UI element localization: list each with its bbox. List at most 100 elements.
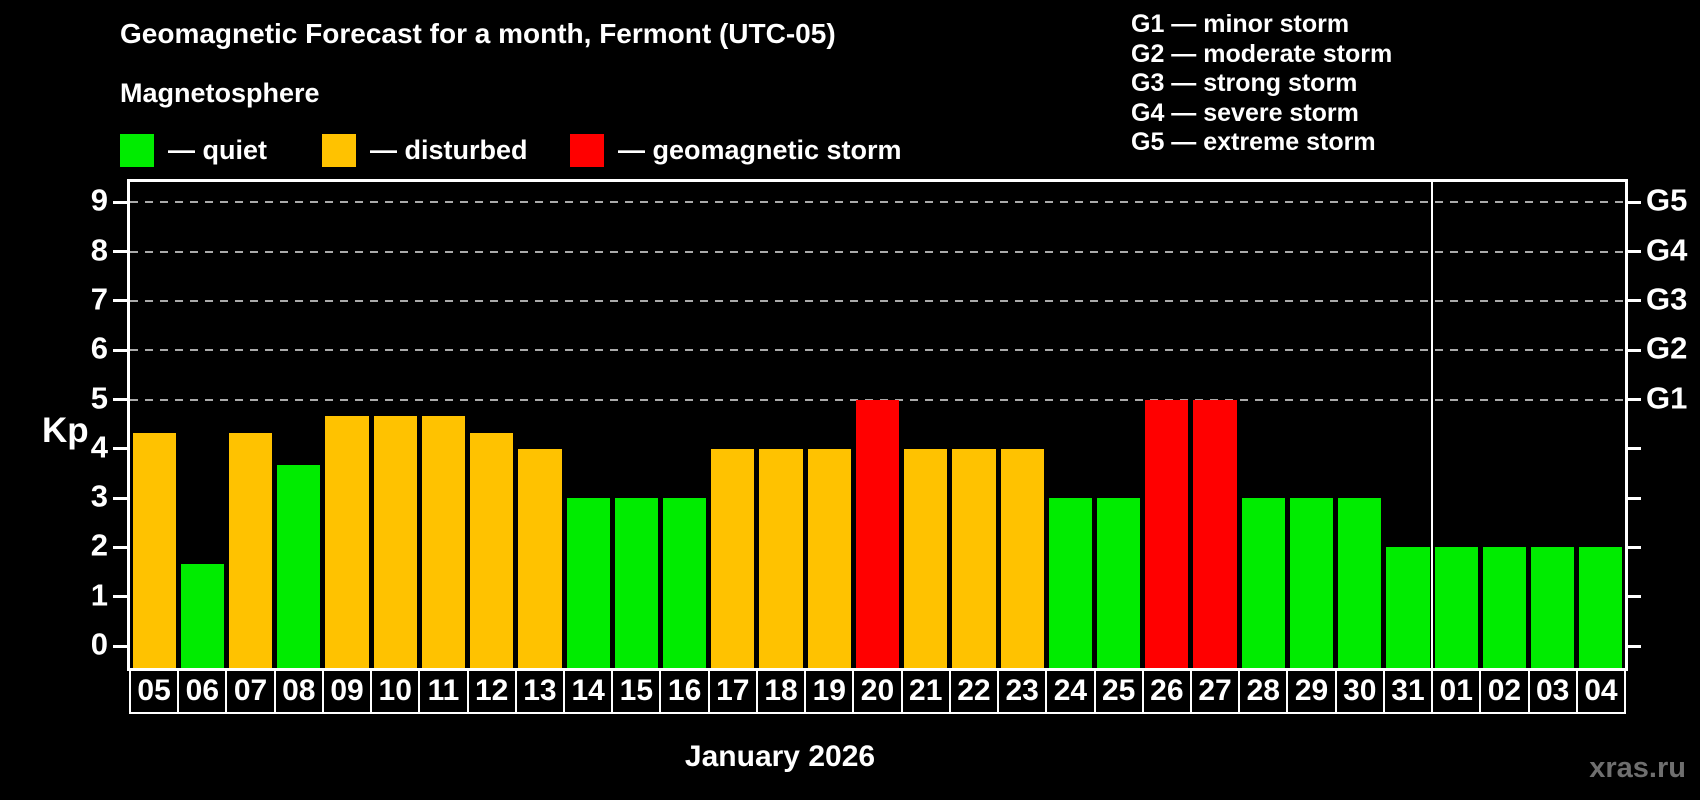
legend-label-disturbed: — disturbed	[370, 134, 528, 165]
y-axis-tick-right-1	[1625, 595, 1641, 599]
g-legend-line-2: G2 — moderate storm	[1131, 39, 1393, 68]
day-label-03: 03	[1527, 668, 1578, 714]
bar-day-27	[1193, 399, 1237, 668]
day-label-01: 01	[1431, 668, 1482, 714]
month-separator-line	[1431, 182, 1434, 668]
day-label-29: 29	[1286, 668, 1337, 714]
day-label-31: 31	[1382, 668, 1434, 714]
y-axis-tick-right-8	[1625, 250, 1641, 254]
y-tick-label-9: 9	[90, 182, 108, 218]
y-axis-tick-left-5	[113, 398, 129, 401]
y-axis-tick-right-0	[1625, 644, 1641, 648]
y-axis-title: Kp	[42, 411, 89, 450]
bar-day-31	[1386, 547, 1430, 668]
legend-item-disturbed: — disturbed	[322, 132, 528, 168]
bar-day-13	[518, 448, 562, 668]
day-label-04: 04	[1575, 668, 1626, 714]
y-axis-tick-left-8	[113, 250, 129, 254]
y-tick-label-3: 3	[90, 478, 108, 514]
bar-day-25	[1097, 498, 1141, 668]
day-label-14: 14	[563, 668, 614, 714]
y-tick-label-7: 7	[90, 281, 108, 317]
y-axis-tick-right-4	[1625, 447, 1641, 451]
g-level-label-g3: G3	[1646, 281, 1688, 317]
bar-day-23	[1000, 448, 1044, 668]
page-title: Geomagnetic Forecast for a month, Fermon…	[120, 18, 836, 49]
day-label-10: 10	[370, 668, 421, 714]
bar-day-02	[1482, 547, 1527, 668]
legend-item-storm: — geomagnetic storm	[570, 132, 902, 168]
y-axis-tick-left-7	[113, 299, 129, 303]
bar-day-08	[277, 465, 321, 668]
bar-day-03	[1531, 547, 1575, 668]
y-tick-label-2: 2	[90, 527, 108, 563]
g-scale-legend: G1 — minor storm G2 — moderate storm G3 — …	[1131, 10, 1392, 158]
y-tick-label-4: 4	[90, 429, 108, 465]
legend-label-storm: — geomagnetic storm	[618, 134, 902, 165]
day-label-17: 17	[707, 668, 758, 714]
bar-day-09	[325, 415, 369, 668]
bar-day-19	[807, 448, 851, 668]
day-label-18: 18	[755, 668, 807, 714]
day-label-09: 09	[321, 668, 373, 714]
day-label-08: 08	[273, 668, 324, 714]
gridline-kp9	[130, 201, 1625, 204]
legend-label-quiet: — quiet	[168, 134, 267, 165]
gridline-kp8	[130, 250, 1625, 253]
y-axis-tick-left-6	[113, 348, 129, 352]
day-label-22: 22	[948, 668, 1000, 714]
day-label-15: 15	[611, 668, 662, 714]
bar-day-26	[1145, 399, 1189, 668]
day-label-20: 20	[852, 668, 903, 714]
legend-swatch-storm-icon	[570, 133, 604, 167]
g-legend-line-3: G3 — strong storm	[1131, 69, 1358, 97]
gridline-kp7	[130, 299, 1625, 302]
y-tick-label-5: 5	[90, 380, 108, 416]
g-level-label-g2: G2	[1646, 330, 1688, 366]
y-axis-tick-left-9	[113, 200, 129, 204]
y-axis-tick-left-1	[113, 595, 129, 599]
day-label-19: 19	[804, 668, 855, 714]
day-label-02: 02	[1479, 668, 1530, 714]
y-tick-label-6: 6	[90, 330, 108, 366]
bar-day-20	[855, 399, 900, 668]
day-label-25: 25	[1093, 668, 1144, 714]
y-axis-tick-right-6	[1625, 348, 1641, 352]
bar-day-24	[1048, 498, 1092, 668]
legend-swatch-disturbed-icon	[322, 133, 356, 167]
bar-day-10	[373, 415, 417, 668]
bar-day-05	[132, 432, 176, 668]
day-label-23: 23	[997, 668, 1048, 714]
day-label-11: 11	[418, 668, 469, 714]
y-axis-tick-right-3	[1625, 496, 1641, 500]
g-level-label-g4: G4	[1646, 232, 1688, 268]
y-axis-tick-left-3	[113, 496, 129, 500]
g-level-label-g1: G1	[1646, 380, 1688, 416]
day-label-12: 12	[466, 668, 517, 714]
g-legend-line-4: G4 — severe storm	[1131, 98, 1359, 127]
day-label-24: 24	[1045, 668, 1096, 714]
day-label-26: 26	[1141, 668, 1192, 714]
day-label-06: 06	[177, 668, 228, 714]
magnetosphere-subtitle: Magnetosphere	[120, 78, 320, 108]
bar-day-01	[1434, 547, 1478, 668]
day-label-05: 05	[129, 668, 180, 714]
bar-day-29	[1289, 498, 1334, 668]
bar-day-21	[904, 448, 948, 668]
bar-day-22	[952, 448, 996, 668]
bar-day-28	[1241, 498, 1285, 668]
y-axis-tick-right-2	[1625, 545, 1641, 549]
y-tick-label-1: 1	[90, 577, 108, 613]
day-label-16: 16	[659, 668, 710, 714]
bar-day-30	[1338, 498, 1382, 668]
y-axis-tick-left-2	[113, 545, 129, 549]
bar-day-14	[566, 498, 610, 668]
g-legend-line-5: G5 — extreme storm	[1131, 128, 1376, 156]
plot-area	[127, 179, 1628, 671]
y-axis-tick-right-7	[1625, 299, 1641, 303]
bar-day-04	[1579, 547, 1623, 668]
watermark: xras.ru	[1589, 752, 1686, 784]
bar-day-11	[421, 415, 466, 668]
y-tick-label-0: 0	[90, 626, 108, 662]
